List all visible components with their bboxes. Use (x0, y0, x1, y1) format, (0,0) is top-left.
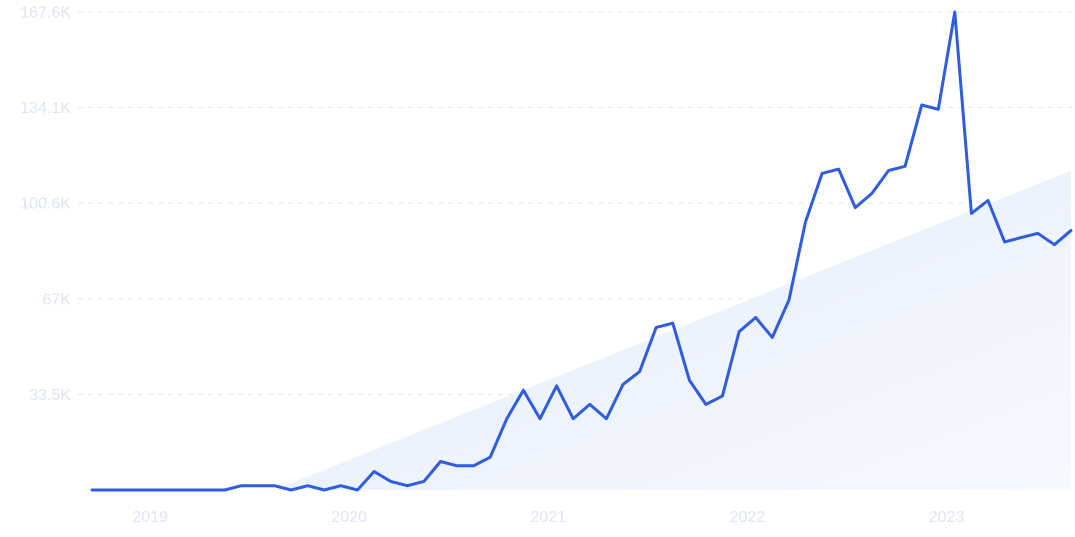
x-axis-ticks: 2019 2020 2021 2022 2023 (132, 509, 964, 526)
x-tick-label: 2021 (531, 509, 567, 526)
x-tick-label: 2020 (331, 509, 367, 526)
y-tick-label: 134.1K (20, 100, 71, 117)
series-layer (90, 10, 1073, 492)
trend-area (274, 170, 1072, 490)
y-axis-ticks: 33.5K 67K 100.6K 134.1K 167.6K (20, 5, 71, 404)
x-tick-label: 2023 (929, 509, 965, 526)
y-tick-label: 33.5K (29, 387, 71, 404)
x-tick-label: 2022 (730, 509, 766, 526)
y-tick-label: 100.6K (20, 196, 71, 213)
x-tick-label: 2019 (132, 509, 168, 526)
trend-area-shape (274, 170, 1072, 490)
series-line (90, 10, 1073, 492)
y-tick-label: 67K (43, 291, 72, 308)
y-tick-label: 167.6K (20, 5, 71, 22)
